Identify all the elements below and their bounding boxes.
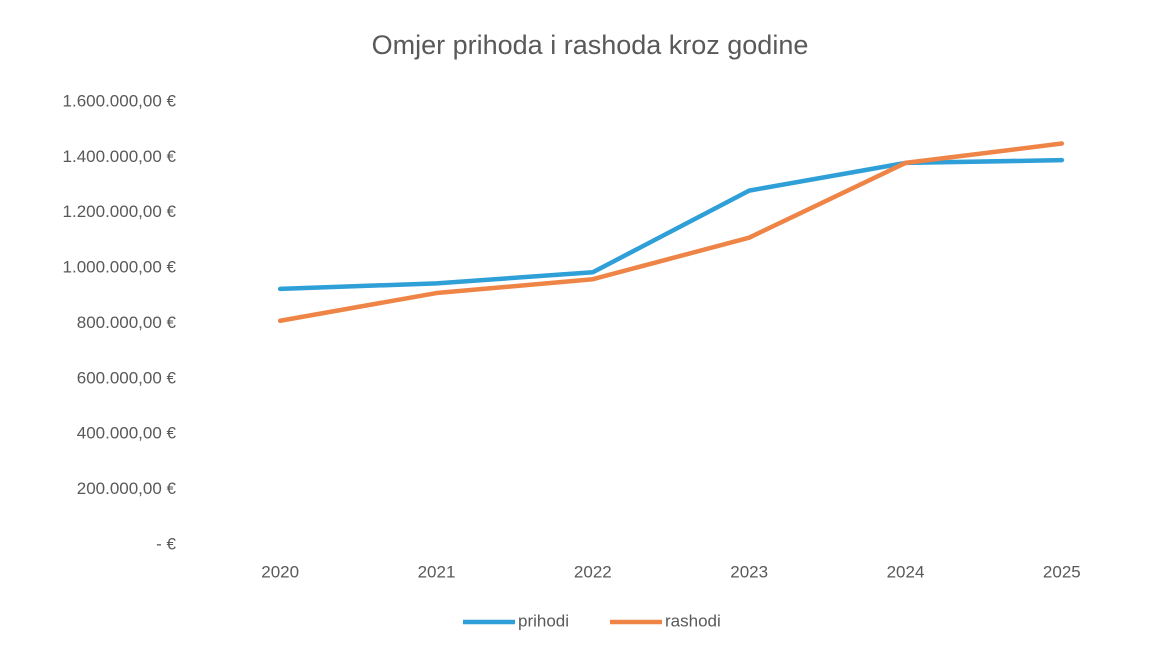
x-tick-label: 2024 bbox=[887, 562, 925, 581]
x-tick-label: 2025 bbox=[1043, 562, 1081, 581]
y-tick-label: 600.000,00 € bbox=[77, 368, 177, 387]
y-tick-label: 400.000,00 € bbox=[77, 424, 177, 443]
y-tick-label: 1.000.000,00 € bbox=[63, 258, 177, 277]
legend-label: prihodi bbox=[518, 611, 569, 630]
y-tick-label: 1.600.000,00 € bbox=[63, 91, 177, 110]
y-tick-label: 1.400.000,00 € bbox=[63, 147, 177, 166]
line-series bbox=[277, 157, 1065, 292]
y-tick-label: 1.200.000,00 € bbox=[63, 202, 177, 221]
x-tick-label: 2022 bbox=[574, 562, 612, 581]
line-series bbox=[277, 141, 1065, 323]
x-tick-label: 2023 bbox=[730, 562, 768, 581]
y-tick-label: 800.000,00 € bbox=[77, 313, 177, 332]
y-tick-label: - € bbox=[156, 534, 176, 553]
x-tick-label: 2021 bbox=[418, 562, 456, 581]
chart-title: Omjer prihoda i rashoda kroz godine bbox=[372, 30, 809, 60]
y-tick-label: 200.000,00 € bbox=[77, 479, 177, 498]
x-tick-label: 2020 bbox=[261, 562, 299, 581]
legend-label: rashodi bbox=[665, 611, 721, 630]
